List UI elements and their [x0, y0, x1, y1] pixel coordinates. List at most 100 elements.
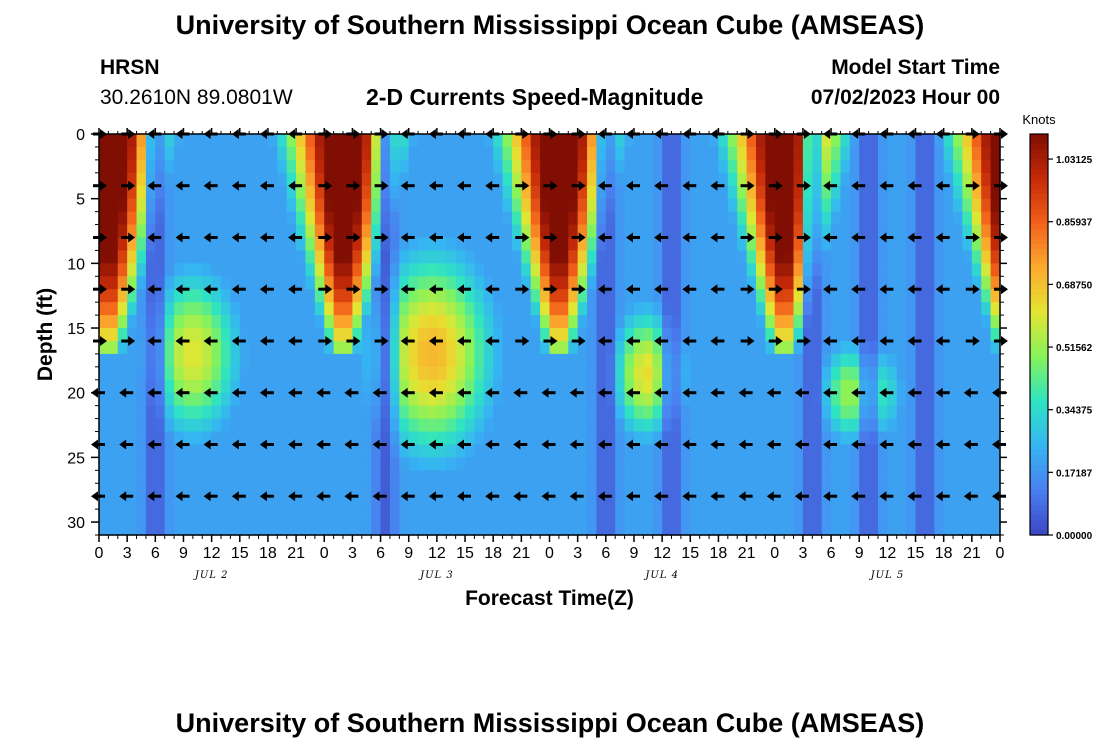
heatmap-cell — [727, 418, 738, 433]
heatmap-cell — [652, 418, 663, 433]
heatmap-cell — [352, 522, 363, 536]
current-arrow-head — [626, 180, 633, 191]
heatmap-cell — [192, 237, 203, 252]
heatmap-cell — [427, 444, 438, 458]
current-arrow-head — [851, 336, 859, 346]
heatmap-cell — [812, 302, 823, 316]
heatmap-cell — [296, 470, 307, 484]
heatmap-cell — [981, 146, 992, 161]
heatmap-cell — [352, 198, 363, 213]
heatmap-cell — [737, 431, 748, 446]
heatmap-cell — [127, 328, 138, 342]
heatmap-cell — [511, 146, 522, 161]
heatmap-cell — [943, 237, 954, 252]
heatmap-cell — [258, 198, 269, 213]
heatmap-cell — [652, 379, 663, 394]
heatmap-cell — [211, 250, 222, 264]
heatmap-cell — [737, 496, 748, 510]
current-arrow-head — [654, 387, 662, 398]
heatmap-cell — [352, 211, 363, 226]
heatmap-cell — [690, 470, 701, 484]
heatmap-cell — [117, 340, 128, 355]
heatmap-cell — [511, 159, 522, 174]
heatmap-cell — [99, 366, 109, 381]
heatmap-cell — [971, 302, 982, 316]
heatmap-cell — [812, 159, 823, 174]
heatmap-cell — [615, 185, 626, 200]
heatmap-cell — [868, 366, 879, 381]
current-arrow-head — [992, 439, 999, 450]
heatmap-cell — [746, 509, 757, 523]
heatmap-cell — [577, 250, 588, 264]
heatmap-cell — [643, 146, 654, 161]
heatmap-cell — [145, 470, 156, 484]
heatmap-cell — [164, 198, 175, 213]
heatmap-cell — [671, 470, 682, 484]
heatmap-cell — [493, 315, 504, 329]
heatmap-cell — [408, 522, 419, 536]
heatmap-cell — [868, 172, 879, 187]
heatmap-cell — [314, 353, 325, 368]
heatmap-cell — [990, 198, 1001, 213]
heatmap-cell — [455, 185, 466, 200]
heatmap-cell — [981, 340, 992, 355]
heatmap-cell — [915, 379, 926, 394]
heatmap-cell — [906, 224, 917, 239]
heatmap-cell — [587, 509, 598, 523]
heatmap-cell — [915, 418, 926, 433]
heatmap-cell — [465, 302, 476, 316]
heatmap-cell — [361, 522, 372, 536]
heatmap-cell — [164, 353, 175, 368]
heatmap-cell — [305, 496, 316, 510]
colorbar-segment — [1030, 514, 1048, 521]
heatmap-cell — [155, 159, 166, 174]
heatmap-cell — [662, 146, 673, 161]
heatmap-cell — [577, 302, 588, 316]
heatmap-cell — [399, 134, 410, 148]
heatmap-cell — [615, 315, 626, 329]
heatmap-cell — [793, 353, 804, 368]
heatmap-cell — [230, 405, 241, 420]
heatmap-cell — [530, 444, 541, 458]
heatmap-cell — [624, 263, 635, 277]
heatmap-cell — [446, 405, 457, 420]
heatmap-cell — [145, 289, 156, 303]
heatmap-cell — [558, 328, 569, 342]
heatmap-cell — [164, 237, 175, 252]
heatmap-cell — [840, 302, 851, 316]
heatmap-cell — [99, 237, 109, 252]
heatmap-cell — [765, 379, 776, 394]
heatmap-cell — [718, 224, 729, 239]
heatmap-cell — [887, 470, 898, 484]
heatmap-cell — [577, 146, 588, 161]
current-arrow — [740, 180, 755, 191]
heatmap-cell — [455, 211, 466, 226]
heatmap-cell — [305, 444, 316, 458]
heatmap-cell — [699, 198, 710, 213]
heatmap-cell — [849, 237, 860, 252]
heatmap-cell — [793, 146, 804, 161]
heatmap-cell — [802, 289, 813, 303]
heatmap-cell — [258, 146, 269, 161]
heatmap-cell — [981, 522, 992, 536]
heatmap-cell — [221, 289, 231, 303]
heatmap-cell — [427, 159, 438, 174]
heatmap-cell — [934, 418, 945, 433]
x-tick-label: 6 — [151, 545, 160, 562]
heatmap-cell — [117, 328, 128, 342]
current-arrow — [231, 387, 246, 398]
heatmap-cell — [211, 379, 222, 394]
heatmap-cell — [117, 496, 128, 510]
heatmap-cell — [709, 159, 720, 174]
heatmap-cell — [465, 405, 476, 420]
colorbar-segment — [1030, 174, 1048, 180]
current-arrow-head — [597, 387, 605, 398]
heatmap-cell — [877, 366, 888, 381]
heatmap-cell — [718, 134, 729, 148]
heatmap-cell — [690, 211, 701, 226]
heatmap-cell — [727, 146, 738, 161]
heatmap-cell — [887, 159, 898, 174]
heatmap-cell — [455, 328, 466, 342]
heatmap-cell — [915, 198, 926, 213]
heatmap-cell — [239, 289, 250, 303]
